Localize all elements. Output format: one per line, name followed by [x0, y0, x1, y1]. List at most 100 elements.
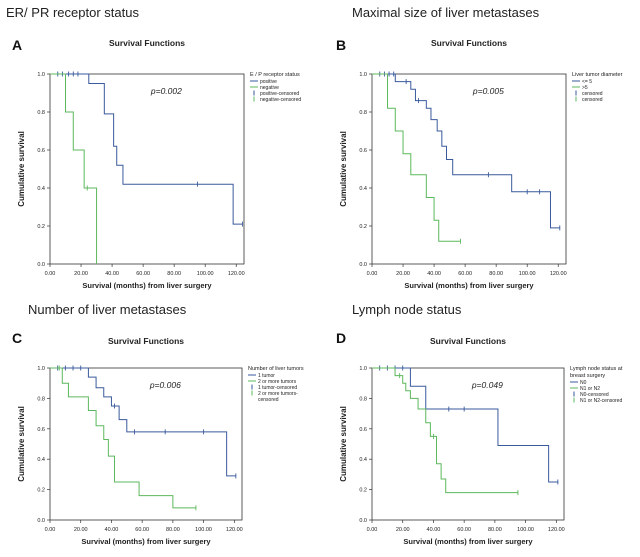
- y-tick-label: 0.8: [359, 396, 367, 402]
- y-tick-label: 1.0: [359, 72, 367, 78]
- legend-label: 1 tumor-censored: [258, 385, 297, 391]
- x-tick-label: 100.00: [195, 527, 212, 533]
- y-tick-label: 0.4: [37, 457, 45, 463]
- chart-title: Survival Functions: [109, 38, 185, 48]
- legend-label: 2 or more tumors-: [258, 391, 298, 397]
- plot-frame: [371, 73, 567, 265]
- x-tick-label: 100.00: [197, 271, 214, 277]
- x-tick-label: 80.00: [489, 271, 503, 277]
- x-tick-label: 120.00: [548, 527, 565, 533]
- legend-label: N0-censored: [580, 392, 609, 398]
- legend-label: censored: [582, 97, 603, 103]
- legend-label: positive-censored: [260, 91, 299, 97]
- y-tick-label: 1.0: [359, 366, 367, 372]
- y-tick-label: 0.4: [359, 457, 367, 463]
- y-tick-label: 0.6: [359, 427, 367, 433]
- legend-title: Lymph node status at: [570, 366, 623, 372]
- x-axis-label: Survival (months) from liver surgery: [404, 281, 534, 290]
- x-tick-label: 120.00: [228, 271, 245, 277]
- chart-panel-c: Survival Functions 0.00 20.00 40.00 60.00 80.…: [17, 336, 304, 546]
- legend-title: Liver tumor diameter: [572, 72, 623, 78]
- y-tick-label: 0.6: [359, 148, 367, 154]
- x-tick-label: 0.00: [367, 271, 378, 277]
- y-tick-label: 0.4: [37, 186, 45, 192]
- heading-b: Maximal size of liver metastases: [352, 5, 540, 20]
- y-tick-label: 0.0: [359, 518, 367, 524]
- x-tick-label: 40.00: [427, 527, 441, 533]
- y-tick-label: 0.2: [359, 488, 367, 494]
- panel-letter-d: D: [336, 330, 347, 346]
- x-tick-label: 0.00: [45, 271, 56, 277]
- x-tick-label: 80.00: [166, 527, 180, 533]
- legend-label: 2 or more tumors: [258, 379, 297, 385]
- plot-frame: [371, 367, 565, 521]
- x-tick-label: 40.00: [427, 271, 441, 277]
- y-tick-label: 0.0: [37, 518, 45, 524]
- legend-label: N1 or N2: [580, 386, 600, 392]
- series-line-0: [50, 73, 243, 225]
- chart-title: Survival Functions: [108, 336, 184, 346]
- x-axis-label: Survival (months) from liver surgery: [81, 537, 211, 546]
- chart-panel-a: Survival Functions 0.00 20.00 40.00 60.00 80.…: [17, 38, 301, 290]
- legend-label: >5: [582, 85, 588, 91]
- series-line-1: [50, 367, 196, 509]
- x-axis-label: Survival (months) from liver surgery: [403, 537, 533, 546]
- y-axis-label: Cumulative survival: [339, 406, 348, 482]
- panel-letter-a: A: [12, 37, 23, 53]
- legend-label: N0: [580, 380, 587, 386]
- x-axis-label: Survival (months) from liver surgery: [82, 281, 212, 290]
- legend-title: E / P receptor status: [250, 72, 300, 78]
- legend-label: N1 or N2-censored: [580, 398, 622, 404]
- y-tick-label: 1.0: [37, 72, 45, 78]
- x-tick-label: 20.00: [396, 527, 410, 533]
- y-tick-label: 0.4: [359, 186, 367, 192]
- y-tick-label: 0.8: [37, 396, 45, 402]
- y-tick-label: 0.6: [37, 148, 45, 154]
- x-tick-label: 60.00: [135, 527, 149, 533]
- plot-frame: [49, 367, 243, 521]
- series-line-1: [372, 73, 461, 242]
- x-tick-label: 20.00: [74, 271, 88, 277]
- p-value: p=0.006: [149, 380, 181, 390]
- y-tick-label: 0.6: [37, 427, 45, 433]
- heading-c: Number of liver metastases: [28, 302, 187, 317]
- series-line-1: [50, 73, 98, 264]
- p-value: p=0.005: [472, 86, 504, 96]
- panel-letter-c: C: [12, 330, 23, 346]
- y-tick-label: 0.2: [359, 224, 367, 230]
- legend-label: negative: [260, 85, 279, 91]
- x-tick-label: 100.00: [519, 271, 536, 277]
- x-tick-label: 20.00: [396, 271, 410, 277]
- series-line-0: [372, 367, 558, 483]
- x-tick-label: 60.00: [457, 527, 471, 533]
- series-line-0: [50, 367, 236, 477]
- x-tick-label: 100.00: [517, 527, 534, 533]
- x-tick-label: 0.00: [45, 527, 56, 533]
- legend-label: negative-censored: [260, 97, 301, 103]
- legend-title: Number of liver tumors: [248, 366, 304, 372]
- legend-title: breast surgery: [570, 373, 605, 379]
- heading-d: Lymph node status: [352, 302, 462, 317]
- series-line-0: [372, 73, 560, 229]
- legend-label: censored: [258, 397, 279, 403]
- x-tick-label: 60.00: [458, 271, 472, 277]
- p-value: p=0.002: [150, 86, 182, 96]
- x-tick-label: 80.00: [488, 527, 502, 533]
- panel-letter-b: B: [336, 37, 347, 53]
- y-axis-label: Cumulative survival: [17, 406, 26, 482]
- x-tick-label: 60.00: [136, 271, 150, 277]
- legend-label: 1 tumor: [258, 373, 275, 379]
- chart-title: Survival Functions: [430, 336, 506, 346]
- x-tick-label: 40.00: [105, 527, 119, 533]
- y-tick-label: 0.0: [37, 262, 45, 268]
- chart-panel-d: Survival Functions 0.00 20.00 40.00 60.00 80.…: [339, 336, 623, 546]
- y-axis-label: Cumulative survival: [339, 131, 348, 207]
- x-tick-label: 120.00: [226, 527, 243, 533]
- y-tick-label: 0.8: [359, 110, 367, 116]
- legend-label: <= 5: [582, 79, 592, 85]
- p-value: p=0.049: [471, 380, 503, 390]
- x-tick-label: 0.00: [367, 527, 378, 533]
- y-tick-label: 0.8: [37, 110, 45, 116]
- heading-a: ER/ PR receptor status: [6, 5, 139, 20]
- y-tick-label: 0.2: [37, 224, 45, 230]
